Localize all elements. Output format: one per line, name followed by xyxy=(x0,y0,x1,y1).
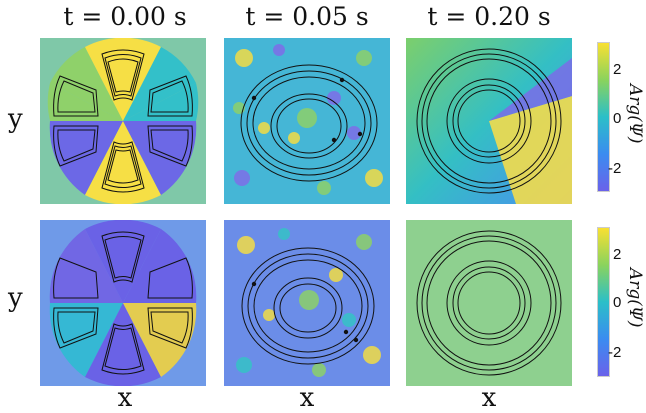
phase-map-row1-t005 xyxy=(224,38,390,204)
phase-map-row2-t0 xyxy=(40,220,206,386)
x-axis-label-col3: x xyxy=(481,383,497,413)
y-axis-label-top: y xyxy=(8,104,23,134)
y-axis-label-bottom: y xyxy=(8,283,23,313)
x-axis-label-col2: x xyxy=(299,383,315,413)
colorbar-bottom-label: Arg(Ψ) xyxy=(625,268,645,328)
colorbar-top xyxy=(597,42,610,192)
colorbar-top-tick-neg2: -2 xyxy=(608,160,622,177)
colorbar-bottom-tick-0: 0 xyxy=(613,294,622,311)
x-axis-label-col1: x xyxy=(117,383,133,413)
column-title-t0: t = 0.00 s xyxy=(63,2,187,31)
column-title-t020: t = 0.20 s xyxy=(427,2,551,31)
colorbar-bottom-tick-2: 2 xyxy=(613,246,622,263)
column-title-t005: t = 0.05 s xyxy=(245,2,369,31)
colorbar-top-tick-0: 0 xyxy=(613,110,622,127)
colorbar-bottom xyxy=(597,227,610,377)
phase-map-row1-t020 xyxy=(406,38,572,204)
colorbar-top-tick-2: 2 xyxy=(613,61,622,78)
phase-map-row2-t005 xyxy=(224,220,390,386)
phase-map-row1-t0 xyxy=(40,38,206,204)
phase-map-row2-t020 xyxy=(406,220,572,386)
colorbar-top-label: Arg(Ψ) xyxy=(625,84,645,144)
colorbar-bottom-tick-neg2: -2 xyxy=(608,344,622,361)
